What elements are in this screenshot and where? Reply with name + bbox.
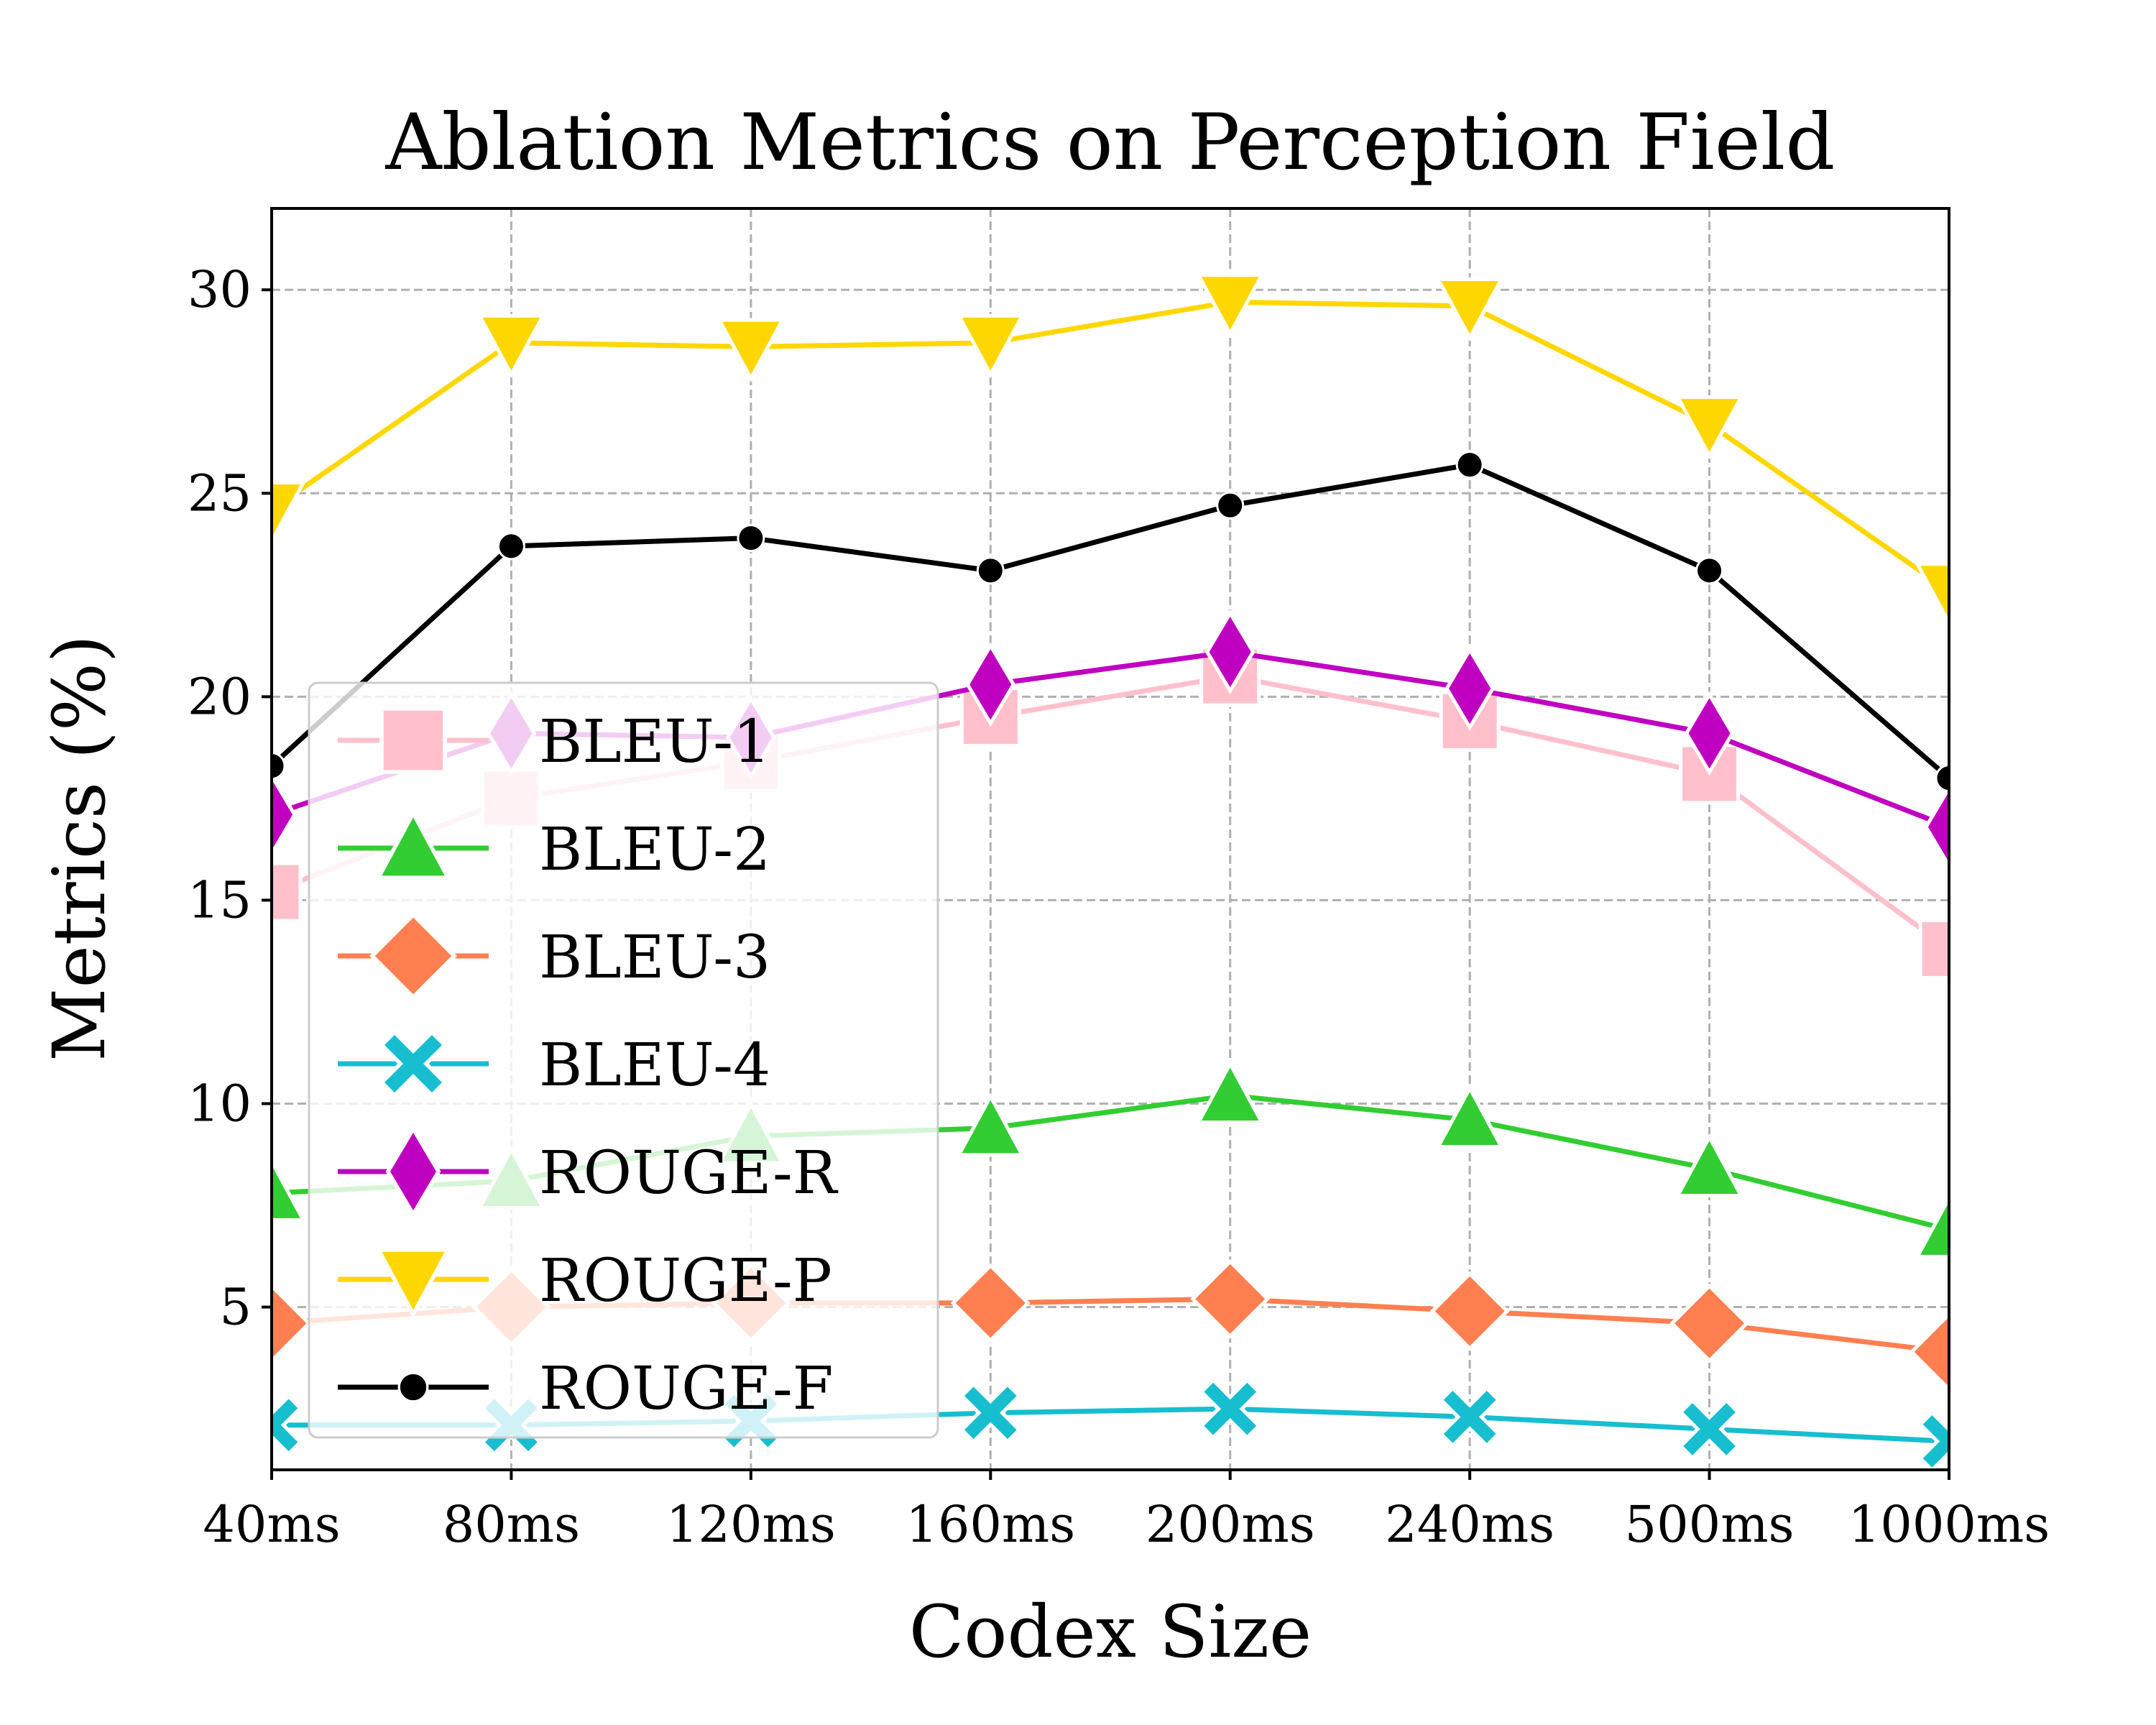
legend-item: BLEU-2 — [338, 809, 770, 884]
data-point — [1935, 764, 1949, 793]
data-point — [737, 524, 765, 553]
legend-label: BLEU-3 — [539, 924, 770, 992]
y-tick-label: 30 — [188, 260, 252, 319]
data-point — [272, 861, 303, 923]
y-tick-label: 20 — [188, 667, 252, 726]
data-point — [716, 318, 786, 382]
data-point — [1674, 395, 1744, 460]
x-axis-ticks: 40ms 80ms 120ms 160ms 200ms 240ms 500ms 1000ms — [203, 1470, 2050, 1554]
y-tick-label: 5 — [219, 1278, 252, 1337]
data-point — [1434, 1084, 1505, 1149]
legend-item: BLEU-4 — [338, 1031, 770, 1100]
legend-label: ROUGE-R — [539, 1139, 839, 1208]
data-point — [956, 313, 1026, 379]
plot-frame — [270, 207, 1950, 1471]
data-point — [1429, 1271, 1510, 1351]
data-point — [272, 481, 307, 546]
x-tick-label: 240ms — [1385, 1495, 1554, 1554]
data-point — [497, 532, 525, 561]
data-point — [272, 1157, 307, 1222]
data-point — [1695, 556, 1724, 585]
data-point — [1684, 691, 1735, 776]
data-point — [272, 1396, 300, 1454]
legend-marker — [374, 1248, 452, 1319]
data-point — [1914, 1194, 1949, 1259]
x-tick-label: 80ms — [443, 1495, 580, 1554]
x-axis-label: Codex Size — [909, 1590, 1312, 1674]
data-point — [1918, 918, 1949, 980]
legend: BLEU-1 BLEU-2 BLEU-3 BLEU-4 ROUGE-R ROUGE-P RO… — [308, 681, 939, 1439]
data-point — [1195, 273, 1265, 338]
x-tick-label: 200ms — [1146, 1495, 1315, 1554]
legend-label: BLEU-4 — [539, 1031, 770, 1100]
data-point — [1924, 784, 1949, 870]
data-point — [1201, 1380, 1259, 1438]
legend-item: BLEU-1 — [338, 707, 770, 776]
data-point — [1680, 1400, 1738, 1458]
data-point — [1669, 1283, 1750, 1363]
series-line — [272, 299, 1949, 594]
y-tick-label: 10 — [188, 1074, 252, 1133]
data-point — [976, 556, 1005, 585]
x-tick-label: 1000ms — [1848, 1495, 2050, 1554]
data-point — [1914, 562, 1949, 627]
y-axis-ticks: 5 10 15 20 25 30 — [188, 260, 272, 1337]
legend-item: ROUGE-F — [338, 1355, 834, 1423]
legend-label: ROUGE-P — [539, 1247, 832, 1315]
legend-item: ROUGE-P — [338, 1247, 832, 1319]
legend-marker — [379, 707, 447, 774]
data-point — [1445, 646, 1496, 731]
y-tick-label: 25 — [188, 464, 252, 523]
legend-label: BLEU-1 — [539, 708, 770, 776]
chart-title: Ablation Metrics on Perception Field — [385, 98, 1835, 188]
data-point — [476, 313, 546, 379]
y-tick-label: 15 — [188, 870, 252, 929]
data-point — [962, 1384, 1020, 1442]
series-rouge-p — [272, 273, 1949, 627]
data-point — [1920, 1412, 1949, 1470]
legend-label: ROUGE-F — [539, 1355, 834, 1423]
legend-item: ROUGE-R — [338, 1125, 839, 1218]
data-point — [1434, 277, 1505, 342]
data-point — [1190, 1259, 1271, 1339]
data-point — [1204, 610, 1256, 694]
data-point — [1674, 1133, 1744, 1197]
legend-marker — [369, 911, 458, 1000]
data-point — [950, 1263, 1031, 1343]
legend-item: BLEU-3 — [338, 911, 770, 1000]
legend-marker — [397, 1371, 429, 1403]
legend-frame — [308, 681, 939, 1439]
data-point — [1216, 491, 1245, 520]
x-tick-label: 40ms — [203, 1495, 340, 1554]
x-tick-label: 120ms — [666, 1495, 836, 1554]
data-point — [1909, 1312, 1949, 1392]
legend-marker — [385, 1125, 441, 1218]
x-tick-label: 160ms — [906, 1495, 1075, 1554]
data-point — [965, 642, 1016, 727]
data-point — [1455, 451, 1484, 479]
legend-marker — [374, 809, 452, 880]
series-line — [272, 462, 1949, 781]
data-point — [1195, 1059, 1265, 1125]
series-rouge-f — [272, 451, 1949, 793]
x-tick-label: 500ms — [1625, 1495, 1795, 1554]
data-point — [272, 752, 286, 781]
y-axis-label: Metrics (%) — [37, 635, 121, 1062]
legend-marker — [382, 1032, 445, 1095]
data-point — [1441, 1388, 1499, 1446]
legend-label: BLEU-2 — [539, 816, 770, 884]
data-point — [272, 772, 297, 857]
data-point — [272, 1283, 312, 1363]
data-point — [956, 1092, 1026, 1157]
